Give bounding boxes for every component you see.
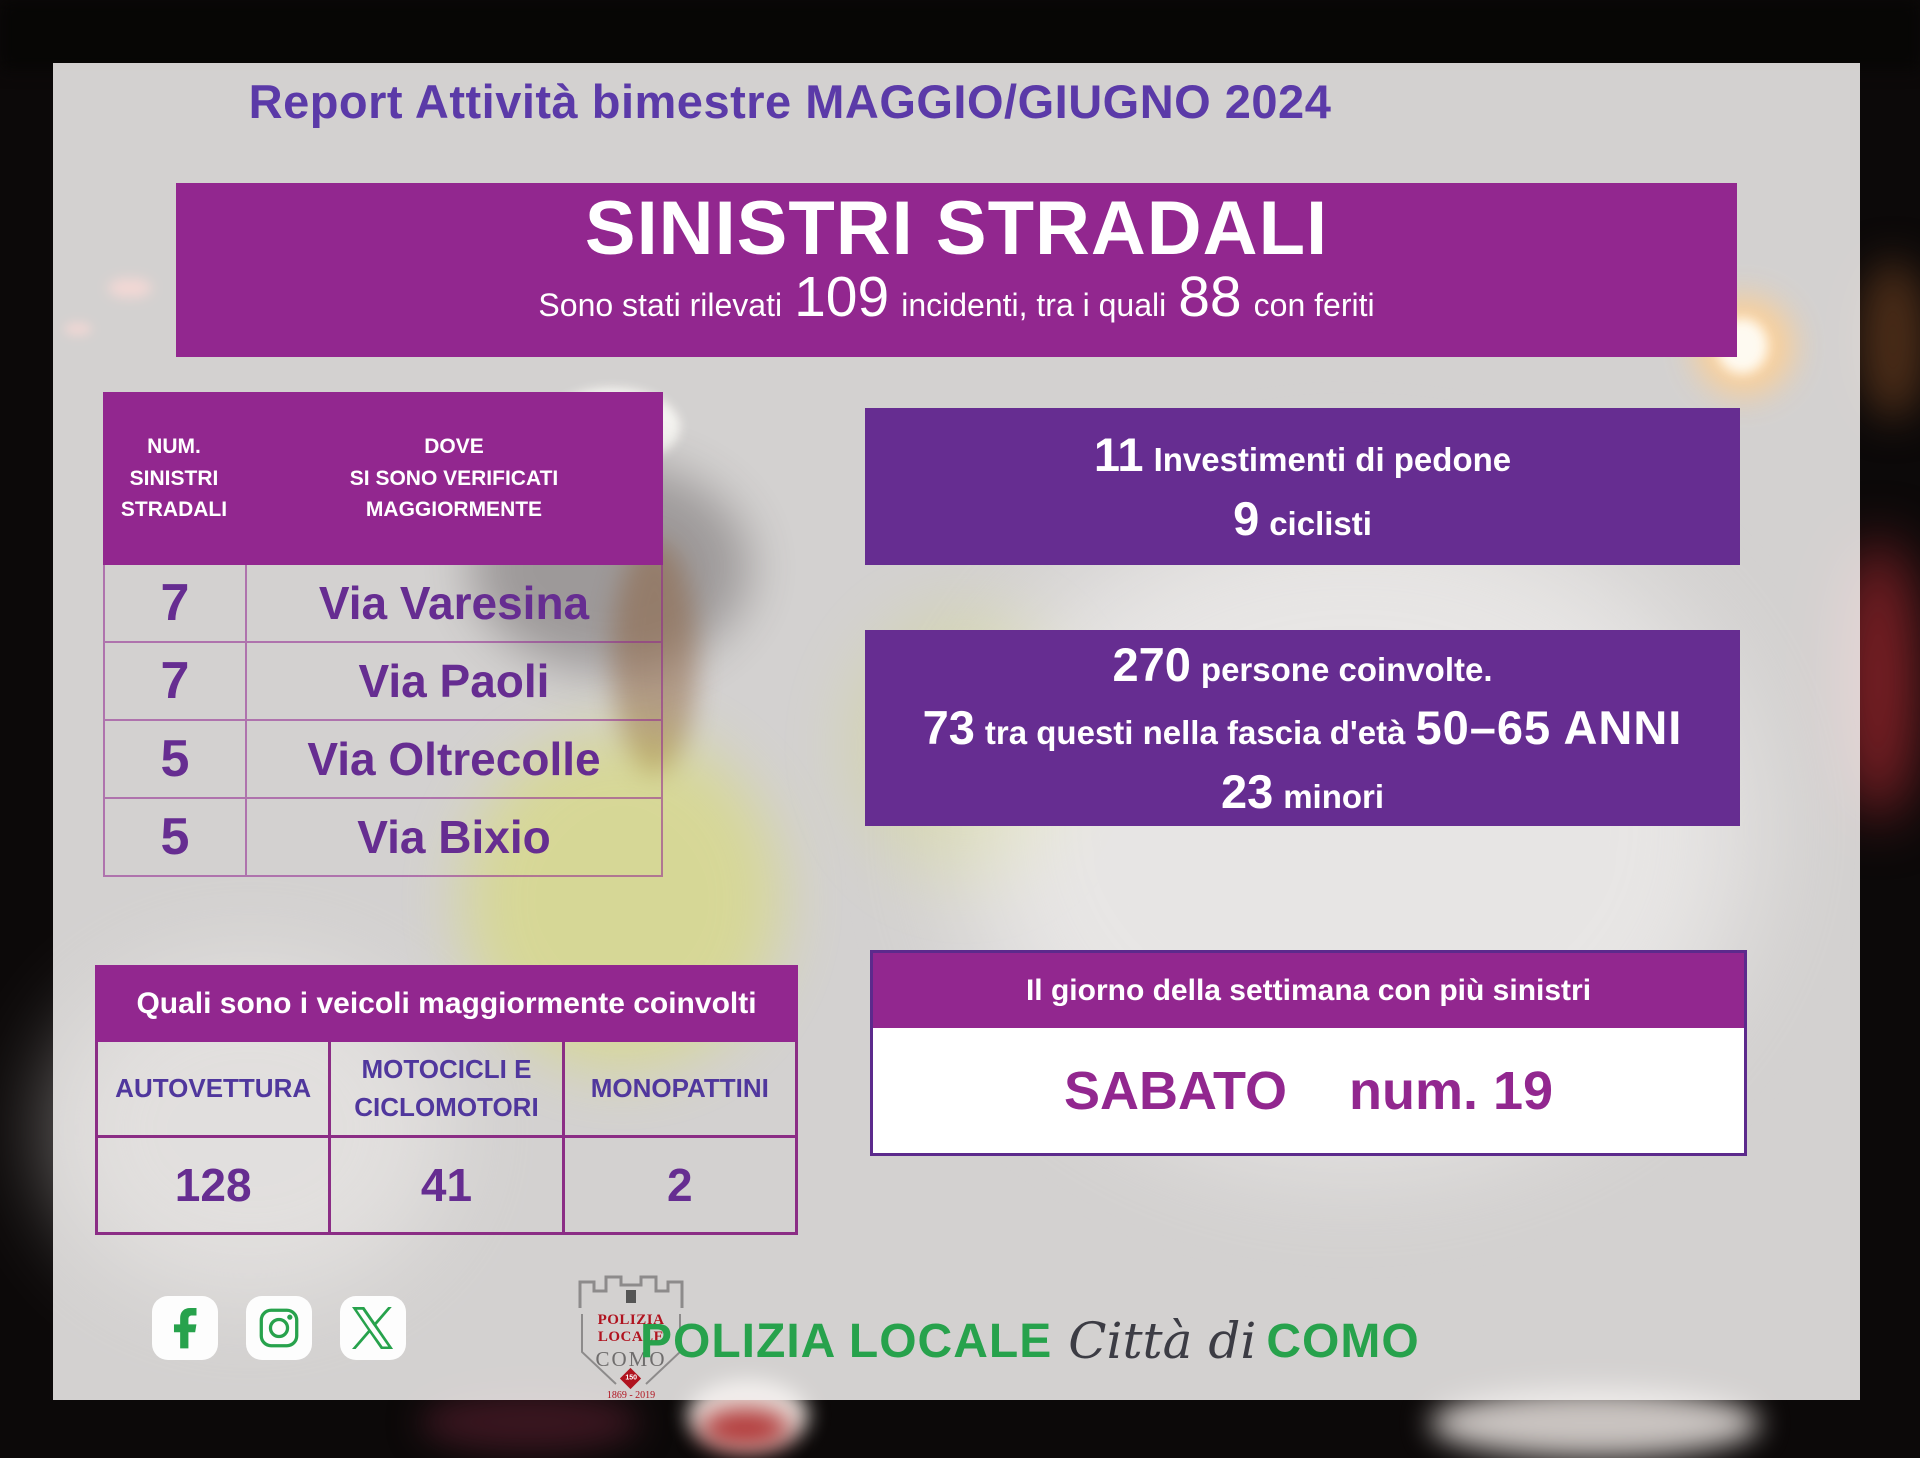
people-line: 270 persone coinvolte. [1113, 633, 1493, 696]
vehicle-count: 128 [174, 1159, 252, 1211]
weekday-box-body: SABATO num. 19 [873, 1028, 1744, 1153]
brand-citta-di: Città di [1068, 1312, 1257, 1370]
street-count: 5 [105, 721, 247, 797]
photo-warm-glow [1858, 260, 1920, 420]
streets-table: NUM. SINISTRI STRADALI DOVE SI SONO VERI… [103, 392, 663, 877]
cyclists-count: 9 [1233, 491, 1260, 545]
streets-table-header: NUM. SINISTRI STRADALI DOVE SI SONO VERI… [103, 392, 663, 565]
street-name: Via Oltrecolle [307, 733, 601, 785]
vehicle-type-header: MOTOCICLI E CICLOMOTORI [328, 1042, 561, 1135]
streets-col-num-header: NUM. SINISTRI STRADALI [120, 435, 228, 522]
logo-line-como: COMO [595, 1347, 667, 1371]
age-group-label: tra questi nella fascia d'età [984, 714, 1406, 752]
street-count: 7 [105, 565, 247, 641]
vehicle-count: 41 [328, 1138, 561, 1232]
street-count: 5 [105, 799, 247, 875]
logo-150-text: 150 [625, 1374, 638, 1382]
age-group-count: 73 [922, 701, 975, 755]
logo-line-polizia: POLIZIA [597, 1312, 665, 1328]
facebook-button[interactable] [152, 1296, 218, 1360]
cyclists-label: ciclisti [1269, 504, 1372, 542]
brand-como: COMO [1266, 1314, 1420, 1368]
age-range-line: 73 tra questi nella fascia d'età 50–65 A… [923, 696, 1683, 759]
logo-years: 1869 - 2019 [606, 1390, 656, 1401]
pedestrians-line: 11 Investimenti di pedone [1094, 423, 1511, 486]
table-row: 5 Via Oltrecolle [105, 719, 661, 797]
incidents-injured: 88 [1178, 264, 1242, 329]
weekday-name: SABATO [1063, 1060, 1287, 1121]
pedestrians-label: Investimenti di pedone [1153, 441, 1512, 479]
banner-title: SINISTRI STRADALI [584, 186, 1329, 271]
social-bar [152, 1296, 406, 1360]
vehicles-value-row: 128 41 2 [98, 1138, 795, 1232]
people-box: 270 persone coinvolte. 73 tra questi nel… [865, 630, 1740, 826]
sinistri-banner: SINISTRI STRADALI Sono stati rilevati 10… [176, 183, 1737, 357]
minors-label: minori [1283, 777, 1385, 815]
instagram-button[interactable] [246, 1296, 312, 1360]
instagram-icon [259, 1308, 299, 1348]
subtitle-text: con feriti [1253, 286, 1375, 323]
street-name: Via Varesina [318, 577, 590, 629]
x-icon [352, 1307, 394, 1349]
banner-subtitle: Sono stati rilevati 109 incidenti, tra i… [176, 264, 1737, 329]
subtitle-text: incidenti, tra i quali [901, 286, 1167, 323]
streets-table-body: 7 Via Varesina 7 Via Paoli 5 Via Oltreco… [103, 565, 663, 877]
minors-line: 23 minori [1221, 760, 1384, 823]
vehicles-header-row: AUTOVETTURA MOTOCICLI E CICLOMOTORI MONO… [98, 1042, 795, 1138]
weekday-count: num. 19 [1348, 1060, 1554, 1121]
vehicles-table-grid: AUTOVETTURA MOTOCICLI E CICLOMOTORI MONO… [95, 1042, 798, 1235]
photo-dark-top [0, 0, 1920, 70]
vehicle-count: 2 [561, 1138, 795, 1232]
weekday-box: Il giorno della settimana con più sinist… [870, 950, 1747, 1156]
footer-brand: POLIZIA LOCALE Città di COMO [640, 1306, 1740, 1376]
logo-line-locale: LOCALE [597, 1329, 665, 1345]
incidents-total: 109 [794, 264, 890, 329]
table-row: 5 Via Bixio [105, 797, 661, 875]
street-count: 7 [105, 643, 247, 719]
streets-col-where-header: DOVE SI SONO VERIFICATI MAGGIORMENTE [349, 435, 559, 522]
weekday-box-title: Il giorno della settimana con più sinist… [873, 953, 1744, 1028]
people-label: persone coinvolte. [1200, 650, 1493, 688]
street-name: Via Paoli [358, 655, 550, 707]
table-row: 7 Via Paoli [105, 641, 661, 719]
table-row: 7 Via Varesina [105, 565, 661, 641]
polizia-como-logo: POLIZIA LOCALE COMO 150 1869 - 2019 [566, 1268, 696, 1404]
vehicles-table-title: Quali sono i veicoli maggiormente coinvo… [95, 965, 798, 1042]
pedestrians-box: 11 Investimenti di pedone 9 ciclisti [865, 408, 1740, 565]
brand-polizia-locale: POLIZIA LOCALE [640, 1314, 1053, 1368]
vehicle-type-header: MONOPATTINI [561, 1042, 795, 1135]
pedestrians-count: 11 [1093, 428, 1144, 482]
subtitle-text: Sono stati rilevati [538, 286, 783, 323]
age-range: 50–65 ANNI [1415, 701, 1683, 755]
minors-count: 23 [1220, 764, 1274, 818]
street-name: Via Bixio [357, 811, 551, 863]
x-button[interactable] [340, 1296, 406, 1360]
cyclists-line: 9 ciclisti [1233, 487, 1372, 550]
report-title: Report Attività bimestre MAGGIO/GIUGNO 2… [248, 75, 1332, 128]
people-count: 270 [1112, 637, 1191, 691]
vehicle-type-header: AUTOVETTURA [115, 1072, 312, 1103]
castle-crest-icon [578, 1275, 684, 1385]
vehicles-table: Quali sono i veicoli maggiormente coinvo… [95, 965, 798, 1235]
facebook-icon [173, 1307, 197, 1349]
